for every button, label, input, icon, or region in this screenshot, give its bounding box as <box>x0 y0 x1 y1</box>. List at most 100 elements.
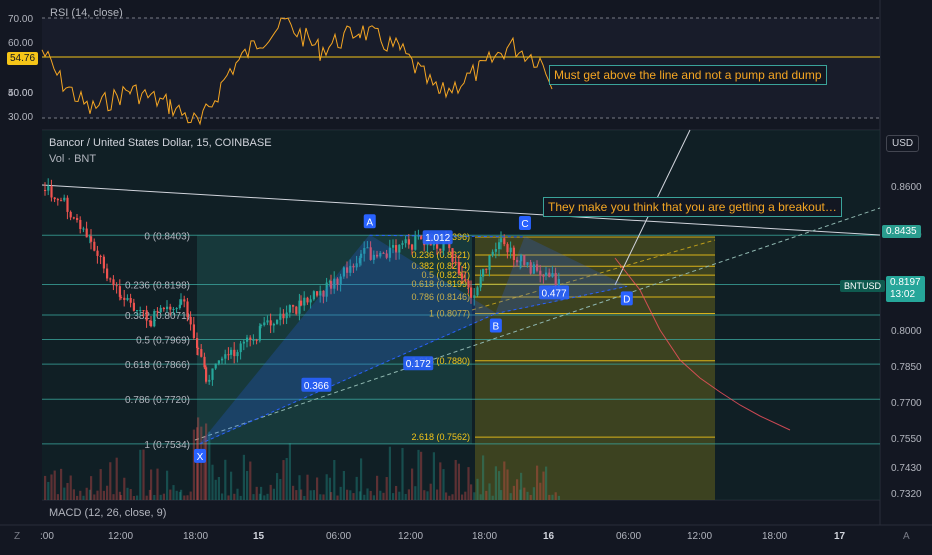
volume-bar <box>516 479 519 500</box>
volume-bar <box>498 471 501 500</box>
candle <box>536 264 539 271</box>
volume-bar <box>454 459 457 500</box>
candle <box>279 313 282 320</box>
volume-bar <box>239 495 242 500</box>
candle <box>272 323 275 326</box>
pattern-ac <box>369 234 525 238</box>
rsi-annotation[interactable]: Must get above the line and not a pump a… <box>549 65 827 85</box>
volume-bar <box>285 458 288 500</box>
volume-bar <box>44 475 47 500</box>
volume-bar <box>401 447 404 500</box>
volume-bar <box>47 481 50 500</box>
pattern-ratio-box <box>301 377 332 392</box>
volume-bar <box>467 467 470 500</box>
volume-bar <box>319 494 322 500</box>
volume-bar <box>142 449 145 500</box>
volume-bar <box>82 495 85 500</box>
volume-bar <box>242 454 245 500</box>
candle <box>346 267 349 273</box>
volume-bar <box>539 482 542 500</box>
volume-bar <box>333 459 336 500</box>
volume-bar <box>306 474 309 500</box>
volume-bar <box>150 469 153 500</box>
volume-bar <box>491 495 494 500</box>
candle <box>276 319 279 324</box>
volume-bar <box>417 449 420 500</box>
candle <box>539 270 542 276</box>
fib-right-label-6: 1 (0.8077) <box>429 309 470 319</box>
volume-bar <box>366 488 369 500</box>
volume-bar <box>407 489 410 500</box>
candle <box>136 310 139 312</box>
volume-bar <box>186 495 189 500</box>
candle <box>436 242 439 249</box>
candle <box>196 338 199 349</box>
price-tick: 0.7550 <box>891 434 922 445</box>
currency-button[interactable]: USD <box>886 135 920 152</box>
volume-bar <box>395 485 398 500</box>
auto-scale-a-icon[interactable]: A <box>903 531 910 542</box>
volume-bar <box>282 460 285 500</box>
candle <box>372 254 375 260</box>
candle <box>479 276 482 288</box>
candle <box>172 309 175 311</box>
candle <box>512 247 515 260</box>
volume-bar <box>404 493 407 500</box>
volume-bar <box>203 435 206 500</box>
pattern-point-x <box>194 448 206 463</box>
volume-bar <box>266 493 269 500</box>
volume-bar <box>72 489 75 500</box>
candle <box>258 326 261 341</box>
volume-bar <box>221 493 224 500</box>
volume-bar <box>451 494 454 500</box>
candle <box>557 279 560 286</box>
candle <box>467 280 470 288</box>
volume-bar <box>189 491 192 500</box>
volume-bar <box>316 477 319 500</box>
macd-title: MACD (12, 26, close, 9) <box>49 507 167 519</box>
symbol-tag: BNTUSD <box>840 280 886 292</box>
candle <box>142 310 145 312</box>
volume-bar <box>519 489 522 500</box>
candle <box>476 287 479 296</box>
volume-bar <box>554 492 557 500</box>
volume-bar <box>172 485 175 500</box>
trendline-descending <box>41 184 881 236</box>
candle <box>126 298 129 300</box>
rsi-tick-60: 60.00 <box>8 38 34 49</box>
volume-bar <box>414 486 417 500</box>
volume-bar <box>118 491 121 500</box>
candle <box>186 301 189 317</box>
volume-bar <box>109 462 112 500</box>
timezone-z-icon[interactable]: Z <box>14 531 21 542</box>
volume-bar <box>398 491 401 500</box>
volume-bar <box>548 494 551 500</box>
time-tick: 12:00 <box>398 531 424 542</box>
candle <box>319 290 322 296</box>
candle <box>330 281 333 289</box>
volume-bar <box>536 465 539 500</box>
candle <box>63 197 66 201</box>
candle <box>420 235 423 240</box>
volume-bar <box>136 495 139 500</box>
volume-bar <box>325 474 328 500</box>
candle <box>506 244 509 253</box>
volume-bar <box>545 466 548 500</box>
candle <box>414 235 417 250</box>
breakout-annotation[interactable]: They make you think that you are getting… <box>543 197 842 217</box>
candle <box>269 320 272 326</box>
time-tick: 18:00 <box>472 531 498 542</box>
pattern-point-label-x: X <box>197 452 204 463</box>
volume-bar <box>503 461 506 500</box>
volume-bar <box>246 470 249 500</box>
volume-bar <box>208 431 211 500</box>
volume-bar <box>369 490 372 500</box>
candle <box>325 282 328 297</box>
candle <box>53 197 56 200</box>
candle <box>342 267 345 277</box>
volume-bar <box>236 488 239 500</box>
time-tick: 15 <box>253 531 265 542</box>
candle <box>369 247 372 260</box>
volume-bar <box>303 495 306 500</box>
